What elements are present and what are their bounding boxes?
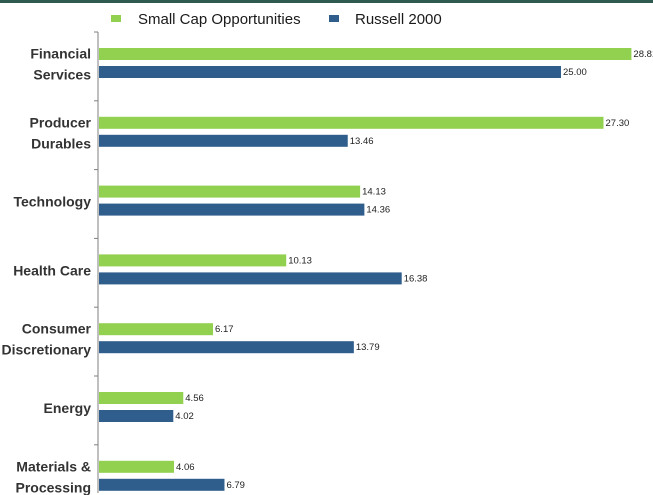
data-label: 4.06 — [176, 462, 195, 473]
bar-russell-2000 — [99, 272, 402, 285]
category-label: Services — [33, 67, 91, 83]
category-label: Producer — [30, 114, 92, 130]
data-label: 6.17 — [215, 324, 234, 335]
bar-russell-2000 — [99, 203, 365, 216]
category-label: Materials & — [16, 458, 91, 474]
data-label: 27.30 — [606, 118, 630, 129]
data-label: 6.79 — [226, 480, 245, 491]
category-label: Processing — [16, 479, 91, 495]
bar-small-cap — [99, 185, 361, 198]
data-label: 16.38 — [404, 273, 428, 284]
category-label: Discretionary — [2, 342, 92, 358]
data-label: 28.81 — [633, 49, 653, 60]
category-label: Health Care — [13, 262, 91, 278]
legend-swatch-2 — [329, 15, 339, 22]
bar-russell-2000 — [99, 478, 225, 491]
legend-label-1: Small Cap Opportunities — [138, 11, 301, 28]
bar-russell-2000 — [99, 66, 561, 78]
category-label: Consumer — [22, 321, 92, 337]
data-label: 4.56 — [185, 393, 204, 404]
category-label: Durables — [31, 135, 91, 151]
data-label: 14.13 — [362, 187, 386, 198]
category-label: Financial — [30, 46, 91, 62]
category-label: Energy — [44, 400, 92, 416]
data-label: 4.02 — [175, 411, 194, 422]
top-border — [0, 0, 653, 3]
bar-russell-2000 — [99, 341, 354, 354]
data-label: 25.00 — [563, 67, 587, 78]
bar-russell-2000 — [99, 410, 174, 422]
data-label: 14.36 — [366, 205, 390, 216]
data-label: 10.13 — [288, 255, 312, 266]
bar-small-cap — [99, 460, 175, 473]
bar-russell-2000 — [99, 134, 348, 147]
bar-small-cap — [99, 392, 184, 404]
bar-small-cap — [99, 323, 214, 336]
legend-label-2: Russell 2000 — [355, 11, 442, 28]
legend-swatch-1 — [111, 15, 121, 22]
data-label: 13.79 — [356, 342, 380, 353]
data-label: 13.46 — [350, 136, 374, 147]
bar-small-cap — [99, 254, 287, 267]
category-label: Technology — [13, 194, 91, 210]
bar-small-cap — [99, 48, 632, 60]
bar-small-cap — [99, 116, 604, 129]
